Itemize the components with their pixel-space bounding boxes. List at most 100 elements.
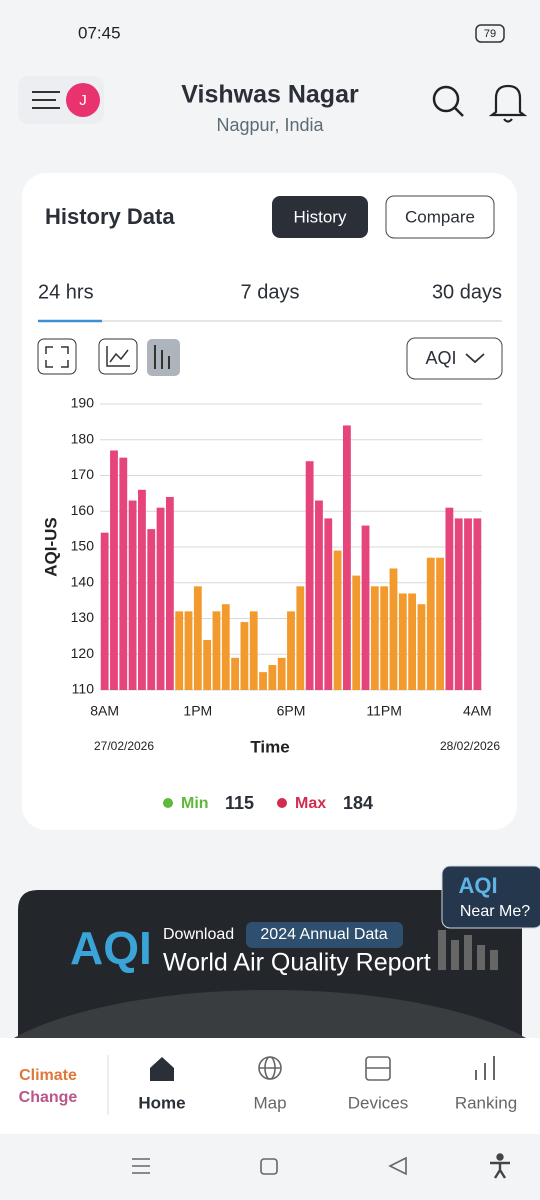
map-icon[interactable]	[258, 1056, 282, 1080]
bar	[203, 639, 212, 690]
x-tick-label: 8AM	[90, 703, 119, 719]
y-tick-label: 180	[71, 430, 95, 446]
menu-icon	[32, 91, 60, 109]
bar	[305, 461, 314, 690]
bar	[426, 557, 435, 690]
bar	[473, 518, 482, 690]
y-tick-label: 150	[71, 538, 95, 554]
card-title: History Data	[45, 204, 175, 229]
history-card	[22, 173, 517, 830]
bar	[193, 586, 202, 690]
avatar[interactable]	[66, 83, 100, 117]
banner-badge-text: 2024 Annual Data	[260, 926, 387, 943]
end-date: 28/02/2026	[440, 739, 500, 753]
y-tick-label: 140	[71, 573, 95, 589]
bar	[212, 611, 221, 690]
compare-button[interactable]	[385, 195, 495, 239]
near-me-text: Near Me?	[460, 903, 530, 920]
bar	[165, 496, 174, 690]
banner-logo: AQI	[70, 922, 152, 974]
bar	[398, 593, 407, 690]
bar	[100, 532, 109, 690]
bar	[361, 525, 370, 690]
bar	[147, 529, 156, 690]
battery	[475, 24, 505, 43]
devices-icon[interactable]	[365, 1056, 391, 1081]
y-tick-label: 160	[71, 502, 95, 518]
bar	[221, 604, 230, 690]
bar	[370, 586, 379, 690]
battery-level: 79	[484, 28, 496, 40]
max-label: Max	[295, 795, 326, 812]
max-dot	[277, 798, 287, 808]
y-axis-label: AQI-US	[41, 517, 60, 577]
tab[interactable]: 30 days	[432, 281, 502, 303]
compare-button-label: Compare	[405, 207, 475, 226]
banner-bars	[438, 930, 498, 970]
y-tick-label: 190	[71, 395, 95, 411]
tab[interactable]: 24 hrs	[38, 281, 94, 303]
banner-headline: World Air Quality Report	[163, 949, 431, 977]
y-tick-label: 120	[71, 645, 95, 661]
near-me-button[interactable]	[441, 865, 540, 929]
bar	[408, 593, 417, 690]
min-label: Min	[181, 795, 209, 812]
bar	[175, 611, 184, 690]
location-title: Vishwas Nagar	[181, 81, 359, 109]
bar	[184, 611, 193, 690]
bar	[464, 518, 472, 690]
bar	[277, 657, 286, 690]
nav-item[interactable]: Devices	[348, 1093, 408, 1112]
bar	[240, 622, 249, 690]
bar-chart-icon	[154, 345, 170, 369]
metric-dropdown-label: AQI	[425, 348, 456, 368]
bar-chart-button[interactable]	[147, 339, 180, 376]
bar	[138, 489, 146, 690]
history-button[interactable]	[272, 196, 368, 238]
notification-icon[interactable]	[488, 84, 528, 123]
expand-button[interactable]	[37, 338, 77, 375]
search-icon[interactable]	[432, 85, 464, 117]
metric-dropdown[interactable]	[406, 337, 503, 380]
location-subtitle: Nagpur, India	[216, 115, 324, 135]
x-axis-label: Time	[250, 737, 289, 756]
bar	[249, 611, 258, 690]
plot: 110 120 130 140 150 160 170 180 190 8AM 1PM 6PM 11PM…	[71, 395, 492, 719]
bar	[231, 657, 240, 690]
accessibility-key[interactable]	[490, 1153, 510, 1179]
bar	[268, 664, 277, 690]
bar	[119, 457, 128, 690]
bar	[380, 586, 389, 690]
bar	[287, 611, 295, 690]
nav-item[interactable]: Map	[253, 1093, 286, 1112]
x-tick-label: 1PM	[183, 703, 212, 719]
ranking-icon[interactable]	[475, 1056, 495, 1080]
bar	[324, 518, 333, 690]
back-key[interactable]	[388, 1156, 407, 1176]
bar	[417, 604, 426, 690]
near-me-logo: AQI	[458, 873, 497, 898]
status-time: 07:45	[78, 23, 121, 42]
max-value: 184	[343, 793, 373, 813]
nav-item[interactable]: Home	[138, 1093, 185, 1112]
home-icon[interactable]	[150, 1057, 174, 1081]
home-key[interactable]	[260, 1158, 278, 1175]
bar	[445, 507, 454, 690]
dropdown-arrow	[465, 353, 485, 364]
bottom-nav	[0, 1038, 540, 1134]
min-value: 115	[225, 793, 254, 813]
bar	[156, 507, 165, 690]
start-date: 27/02/2026	[94, 739, 154, 753]
tab[interactable]: 7 days	[241, 281, 300, 303]
bar	[454, 518, 463, 690]
recent-apps[interactable]	[132, 1158, 150, 1174]
nav-item[interactable]: Ranking	[455, 1093, 517, 1112]
brand-line[interactable]: Change	[19, 1089, 78, 1106]
x-tick-label: 11PM	[366, 703, 402, 719]
bar	[389, 568, 398, 690]
y-tick-label: 110	[72, 681, 95, 697]
banner-badge	[246, 922, 403, 948]
brand-line[interactable]: Climate	[19, 1067, 77, 1084]
